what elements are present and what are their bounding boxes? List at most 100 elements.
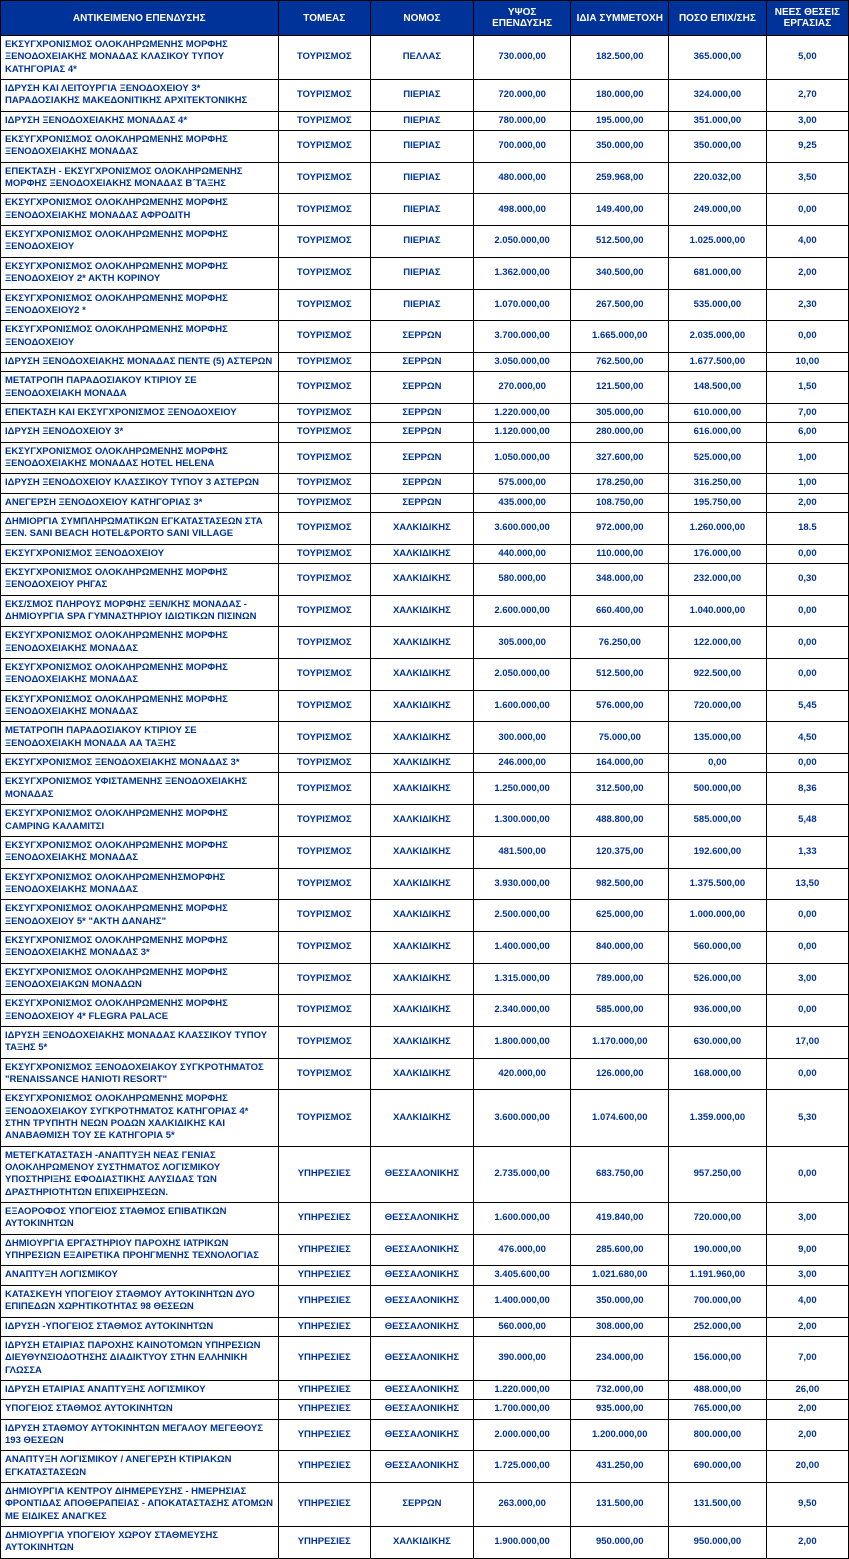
cell-amount: 192.600,00 (669, 836, 767, 868)
table-row: ΕΚΣΥΓΧΡΟΝΙΣΜΟΣ ΟΛΟΚΛΗΡΩΜΕΝΗΣ ΜΟΡΦΗΣ ΞΕΝΟ… (1, 131, 849, 163)
cell-jobs: 4,00 (766, 226, 848, 258)
cell-sector: ΤΟΥΡΙΣΜΟΣ (278, 1090, 371, 1146)
cell-invest: 3.050.000,00 (473, 352, 571, 371)
cell-region: ΧΑΛΚΙΔΙΚΗΣ (371, 931, 474, 963)
cell-amount: 232.000,00 (669, 564, 767, 596)
cell-own: 431.250,00 (571, 1451, 669, 1483)
cell-invest: 1.600.000,00 (473, 1203, 571, 1235)
cell-amount: 365.000,00 (669, 36, 767, 80)
cell-desc: ΜΕΤΑΤΡΟΠΗ ΠΑΡΑΔΟΣΙΑΚΟΥ ΚΤΙΡΙΟΥ ΣΕ ΞΕΝΟΔΟ… (1, 372, 279, 404)
cell-sector: ΤΟΥΡΙΣΜΟΣ (278, 595, 371, 627)
table-row: ΕΠΕΚΤΑΣΗ - ΕΚΣΥΓΧΡΟΝΙΣΜΟΣ ΟΛΟΚΛΗΡΩΜΕΝΗΣ … (1, 162, 849, 194)
cell-sector: ΥΠΗΡΕΣΙΕΣ (278, 1285, 371, 1317)
cell-invest: 1.600.000,00 (473, 690, 571, 722)
cell-amount: 950.000,00 (669, 1526, 767, 1558)
cell-amount: 350.000,00 (669, 131, 767, 163)
cell-jobs: 8,36 (766, 773, 848, 805)
cell-sector: ΤΟΥΡΙΣΜΟΣ (278, 493, 371, 512)
table-row: ΙΔΡΥΣΗ ΞΕΝΟΔΟΧΕΙΟΥ 3*ΤΟΥΡΙΣΜΟΣΣΕΡΡΩΝ1.12… (1, 423, 849, 442)
cell-invest: 1.220.000,00 (473, 403, 571, 422)
cell-invest: 270.000,00 (473, 372, 571, 404)
cell-jobs: 4,50 (766, 722, 848, 754)
cell-jobs: 0,00 (766, 754, 848, 773)
table-row: ΕΚΣΥΓΧΡΟΝΙΣΜΟΣ ΟΛΟΚΛΗΡΩΜΕΝΗΣ ΜΟΡΦΗΣ ΞΕΝΟ… (1, 257, 849, 289)
cell-own: 234.000,00 (571, 1336, 669, 1380)
cell-own: 75.000,00 (571, 722, 669, 754)
cell-jobs: 4,00 (766, 1285, 848, 1317)
cell-amount: 1.375.500,00 (669, 868, 767, 900)
cell-sector: ΤΟΥΡΙΣΜΟΣ (278, 80, 371, 112)
header-invest: ΥΨΟΣ ΕΠΕΝΔΥΣΗΣ (473, 1, 571, 36)
cell-amount: 2.035.000,00 (669, 321, 767, 353)
cell-amount: 324.000,00 (669, 80, 767, 112)
table-row: ΕΚΣΥΓΧΡΟΝΙΣΜΟΣ ΟΛΟΚΛΗΡΩΜΕΝΗΣ ΜΟΡΦΗΣ ΞΕΝΟ… (1, 226, 849, 258)
cell-amount: 700.000,00 (669, 1285, 767, 1317)
cell-own: 327.600,00 (571, 442, 669, 474)
cell-sector: ΥΠΗΡΕΣΙΕΣ (278, 1400, 371, 1419)
cell-own: 126.000,00 (571, 1058, 669, 1090)
cell-invest: 440.000,00 (473, 544, 571, 563)
table-row: ΑΝΑΠΤΥΞΗ ΛΟΓΙΣΜΙΚΟΥ / ΑΝΕΓΕΡΣΗ ΚΤΙΡΙΑΚΩΝ… (1, 1451, 849, 1483)
cell-jobs: 6,00 (766, 423, 848, 442)
cell-sector: ΤΟΥΡΙΣΜΟΣ (278, 754, 371, 773)
cell-invest: 730.000,00 (473, 36, 571, 80)
cell-sector: ΤΟΥΡΙΣΜΟΣ (278, 36, 371, 80)
cell-invest: 2.735.000,00 (473, 1146, 571, 1202)
cell-desc: ΕΚΣΥΓΧΡΟΝΙΣΜΟΣ ΟΛΟΚΛΗΡΩΜΕΝΗΣ ΜΟΡΦΗΣ ΞΕΝΟ… (1, 257, 279, 289)
cell-own: 488.800,00 (571, 805, 669, 837)
table-row: ΕΚΣΥΓΧΡΟΝΙΣΜΟΣ ΟΛΟΚΛΗΡΩΜΕΝΗΣ ΜΟΡΦΗΣ CAMP… (1, 805, 849, 837)
cell-sector: ΥΠΗΡΕΣΙΕΣ (278, 1266, 371, 1285)
cell-region: ΧΑΛΚΙΔΙΚΗΣ (371, 995, 474, 1027)
cell-desc: ΔΗΜΙΟΡΓΙΑ ΣΥΜΠΛΗΡΩΜΑΤΙΚΩΝ ΕΓΚΑΤΑΣΤΑΣΕΩΝ … (1, 512, 279, 544)
cell-own: 732.000,00 (571, 1380, 669, 1399)
cell-amount: 1.000.000,00 (669, 900, 767, 932)
cell-desc: ΙΔΡΥΣΗ ΕΤΑΙΡΙΑΣ ΑΝΑΠΤΥΞΗΣ ΛΟΓΙΣΜΙΚΟΥ (1, 1380, 279, 1399)
cell-region: ΧΑΛΚΙΔΙΚΗΣ (371, 900, 474, 932)
cell-sector: ΤΟΥΡΙΣΜΟΣ (278, 442, 371, 474)
cell-desc: ΕΚΣΥΓΧΡΟΝΙΣΜΟΣ ΟΛΟΚΛΗΡΩΜΕΝΗΣ ΜΟΡΦΗΣ ΞΕΝΟ… (1, 931, 279, 963)
cell-region: ΧΑΛΚΙΔΙΚΗΣ (371, 595, 474, 627)
cell-desc: ΕΚΣΥΓΧΡΟΝΙΣΜΟΣ ΟΛΟΚΛΗΡΩΜΕΝΗΣ ΜΟΡΦΗΣ ΞΕΝΟ… (1, 131, 279, 163)
cell-desc: ΔΗΜΙΟΥΡΓΙΑ ΥΠΟΓΕΙΟΥ ΧΩΡΟΥ ΣΤΑΘΜΕΥΣΗΣ ΑΥΤ… (1, 1526, 279, 1558)
cell-desc: ΙΔΡΥΣΗ ΞΕΝΟΔΟΧΕΙΑΚΗΣ ΜΟΝΑΔΑΣ ΚΛΑΣΣΙΚΟΥ Τ… (1, 1026, 279, 1058)
table-row: ΔΗΜΙΟΥΡΓΙΑ ΥΠΟΓΕΙΟΥ ΧΩΡΟΥ ΣΤΑΘΜΕΥΣΗΣ ΑΥΤ… (1, 1526, 849, 1558)
cell-own: 305.000,00 (571, 403, 669, 422)
cell-amount: 630.000,00 (669, 1026, 767, 1058)
cell-jobs: 0,30 (766, 564, 848, 596)
table-row: ΕΚΣΥΓΧΡΟΝΙΣΜΟΣ ΟΛΟΚΛΗΡΩΜΕΝΗΣ ΜΟΡΦΗΣ ΞΕΝΟ… (1, 627, 849, 659)
cell-own: 350.000,00 (571, 131, 669, 163)
cell-desc: ΕΚΣΥΓΧΡΟΝΙΣΜΟΣ ΟΛΟΚΛΗΡΩΜΕΝΗΣ ΜΟΡΦΗΣ ΞΕΝΟ… (1, 36, 279, 80)
cell-sector: ΤΟΥΡΙΣΜΟΣ (278, 1026, 371, 1058)
cell-invest: 580.000,00 (473, 564, 571, 596)
cell-region: ΧΑΛΚΙΔΙΚΗΣ (371, 544, 474, 563)
cell-region: ΧΑΛΚΙΔΙΚΗΣ (371, 836, 474, 868)
cell-invest: 1.700.000,00 (473, 1400, 571, 1419)
cell-invest: 3.600.000,00 (473, 512, 571, 544)
cell-region: ΘΕΣΣΑΛΟΝΙΚΗΣ (371, 1419, 474, 1451)
cell-own: 308.000,00 (571, 1317, 669, 1336)
cell-invest: 476.000,00 (473, 1234, 571, 1266)
table-row: ΙΔΡΥΣΗ -ΥΠΟΓΕΙΟΣ ΣΤΑΘΜΟΣ ΑΥΤΟΚΙΝΗΤΩΝΥΠΗΡ… (1, 1317, 849, 1336)
cell-own: 131.500,00 (571, 1482, 669, 1526)
cell-own: 585.000,00 (571, 995, 669, 1027)
cell-amount: 1.040.000,00 (669, 595, 767, 627)
cell-amount: 168.000,00 (669, 1058, 767, 1090)
cell-jobs: 2,00 (766, 1400, 848, 1419)
cell-region: ΣΕΡΡΩΝ (371, 493, 474, 512)
cell-invest: 575.000,00 (473, 474, 571, 493)
cell-own: 149.400,00 (571, 194, 669, 226)
cell-region: ΧΑΛΚΙΔΙΚΗΣ (371, 805, 474, 837)
cell-amount: 616.000,00 (669, 423, 767, 442)
cell-jobs: 2,00 (766, 1317, 848, 1336)
cell-region: ΧΑΛΚΙΔΙΚΗΣ (371, 564, 474, 596)
cell-region: ΣΕΡΡΩΝ (371, 403, 474, 422)
cell-own: 280.000,00 (571, 423, 669, 442)
cell-amount: 351.000,00 (669, 111, 767, 130)
cell-own: 121.500,00 (571, 372, 669, 404)
cell-amount: 585.000,00 (669, 805, 767, 837)
cell-sector: ΤΟΥΡΙΣΜΟΣ (278, 474, 371, 493)
cell-desc: ΚΑΤΑΣΚΕΥΗ ΥΠΟΓΕΙΟΥ ΣΤΑΘΜΟΥ ΑΥΤΟΚΙΝΗΤΩΝ Δ… (1, 1285, 279, 1317)
cell-jobs: 9,50 (766, 1482, 848, 1526)
table-row: ΕΚΣΥΓΧΡΟΝΙΣΜΟΣ ΟΛΟΚΛΗΡΩΜΕΝΗΣ ΜΟΡΦΗΣ ΞΕΝΟ… (1, 963, 849, 995)
cell-desc: ΑΝΑΠΤΥΞΗ ΛΟΓΙΣΜΙΚΟΥ (1, 1266, 279, 1285)
